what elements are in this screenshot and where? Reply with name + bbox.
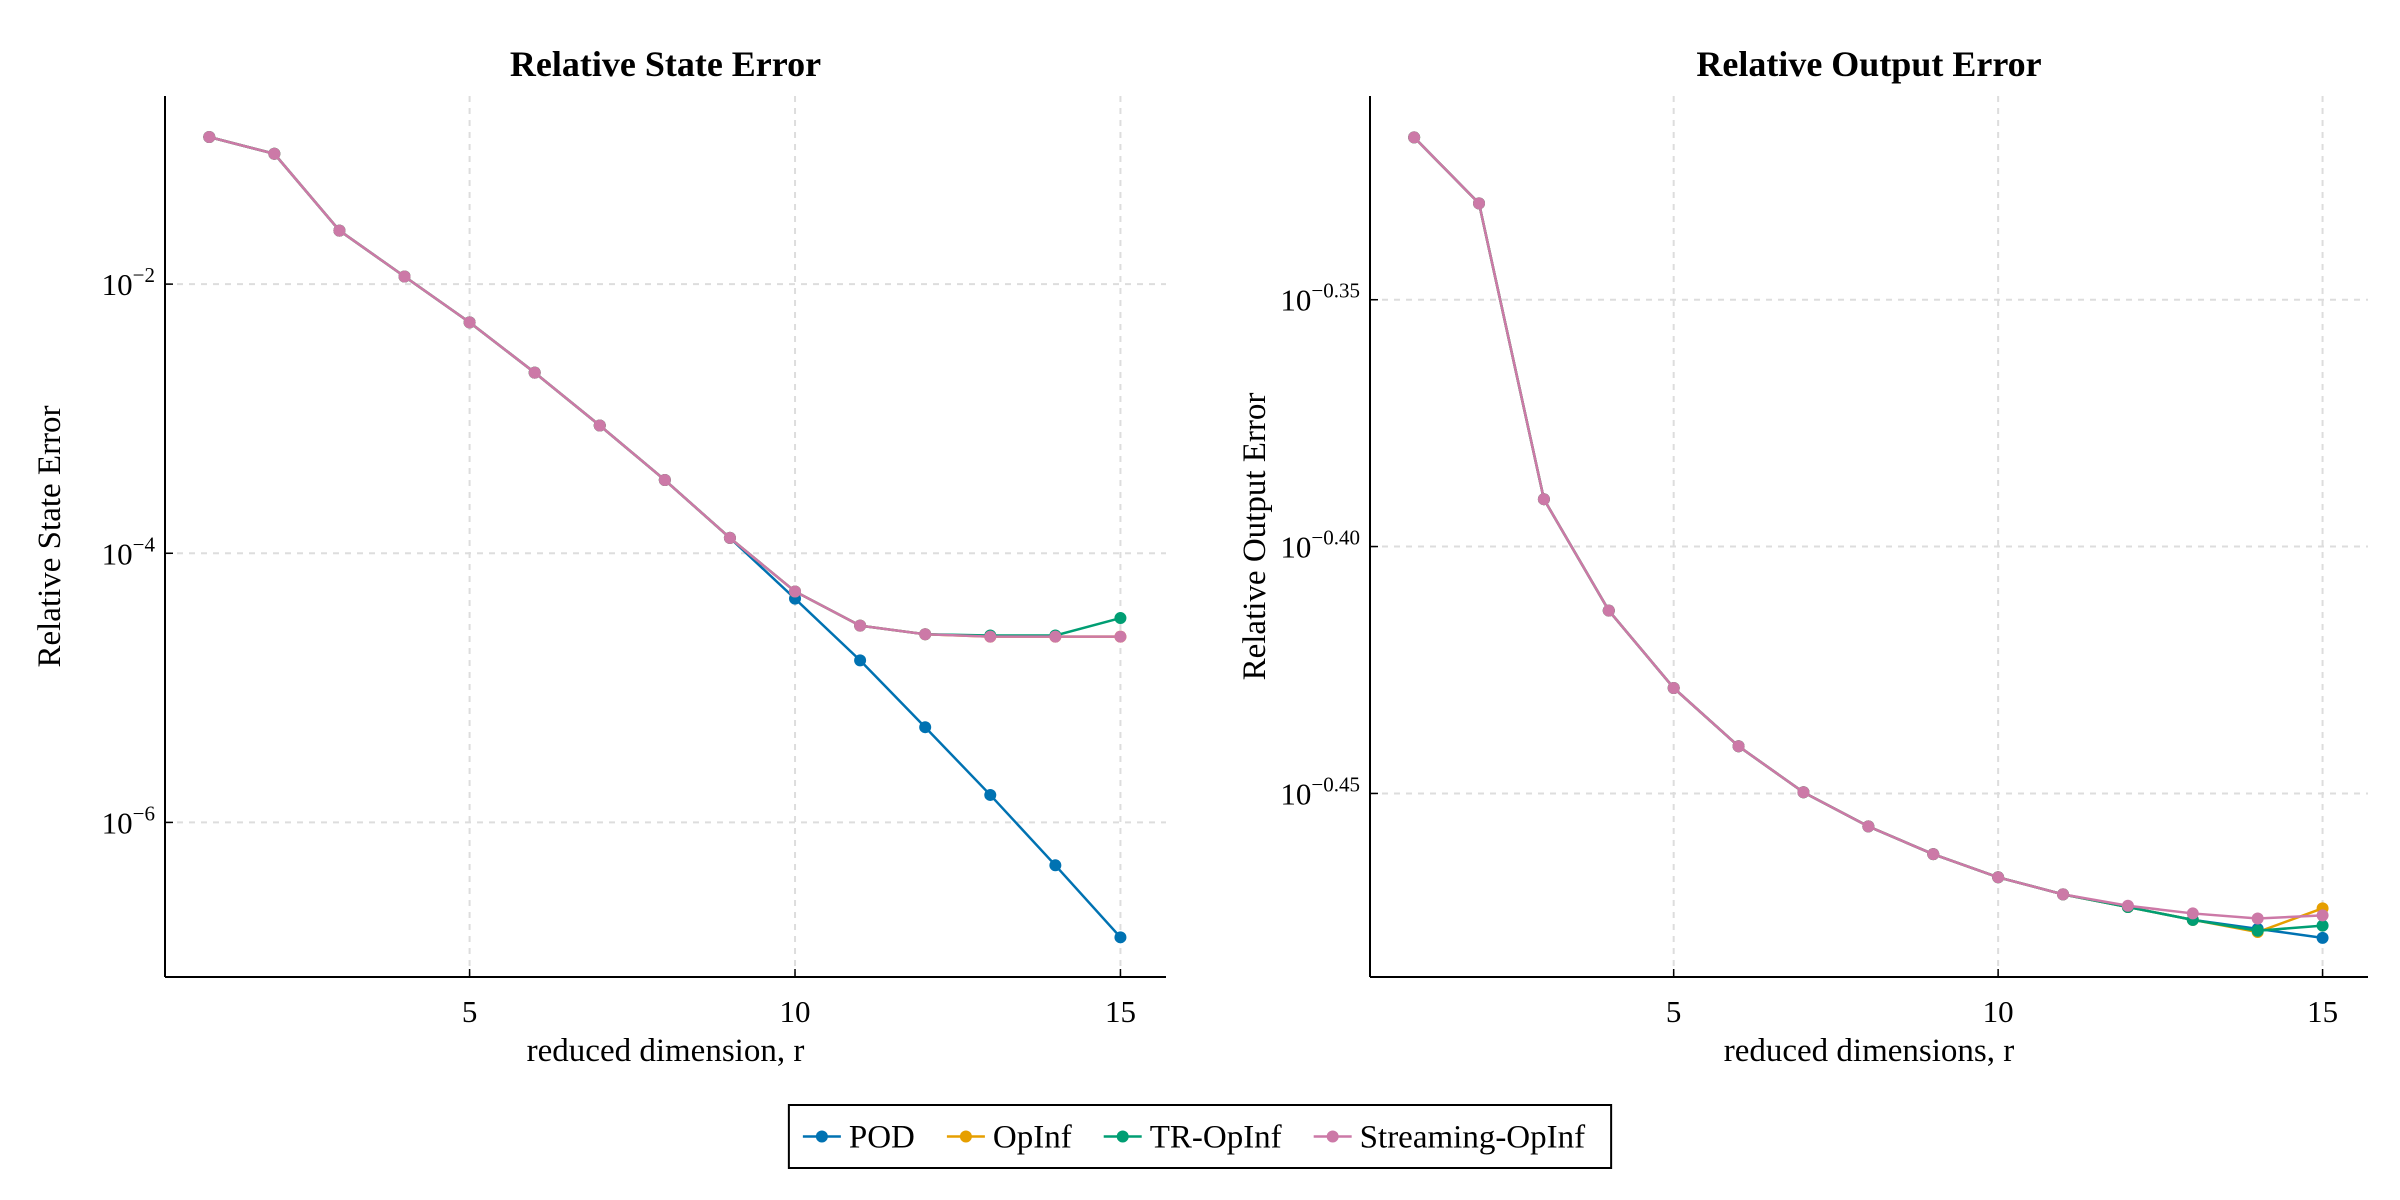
- x-axis-label: reduced dimension, r: [527, 1033, 805, 1069]
- marker: [2316, 919, 2329, 932]
- marker: [268, 147, 281, 160]
- marker: [1114, 612, 1127, 625]
- marker: [2121, 899, 2134, 912]
- series-line: [208, 135, 1121, 637]
- x-tick-label: 15: [1105, 994, 1136, 1029]
- legend-label: OpInf: [993, 1120, 1072, 1156]
- marker: [2186, 907, 2199, 920]
- series-line: [1413, 136, 2324, 934]
- marker: [854, 654, 867, 667]
- marker: [2251, 912, 2264, 925]
- marker: [398, 270, 411, 283]
- marker: [2251, 924, 2264, 937]
- series-line: [208, 135, 1121, 638]
- marker: [1732, 740, 1745, 753]
- legend-marker: [815, 1130, 828, 1143]
- marker: [1114, 931, 1127, 944]
- marker: [854, 619, 867, 632]
- x-tick-label: 10: [1983, 994, 2014, 1029]
- marker: [1927, 848, 1940, 861]
- marker: [1408, 131, 1421, 144]
- series-line: [1413, 136, 2323, 933]
- legend-label: TR-OpInf: [1150, 1120, 1282, 1156]
- x-axis-label: reduced dimensions, r: [1724, 1033, 2015, 1069]
- marker: [919, 628, 932, 641]
- marker: [723, 531, 736, 544]
- marker: [1537, 493, 1550, 506]
- marker: [2057, 888, 2070, 901]
- legend-marker: [959, 1130, 972, 1143]
- marker: [333, 224, 346, 237]
- y-tick-label: 10−0.40: [1280, 526, 1360, 565]
- marker: [984, 788, 997, 801]
- marker: [1602, 604, 1615, 617]
- marker: [463, 316, 476, 329]
- marker: [593, 419, 606, 432]
- x-tick-label: 5: [1666, 994, 1682, 1029]
- marker: [1797, 786, 1810, 799]
- marker: [919, 721, 932, 734]
- marker: [2316, 909, 2329, 922]
- marker: [528, 366, 541, 379]
- x-tick-label: 10: [780, 994, 811, 1029]
- y-axis-label: Relative State Error: [32, 405, 68, 667]
- marker: [658, 474, 671, 487]
- y-tick-label: 10−2: [102, 263, 155, 302]
- marker: [1667, 681, 1680, 694]
- marker: [789, 585, 802, 598]
- legend-box: [787, 1104, 1613, 1169]
- chart-title: Relative State Error: [510, 44, 821, 84]
- series-line: [1413, 136, 2323, 920]
- y-tick-label: 10−6: [102, 801, 155, 840]
- legend-label: Streaming-OpInf: [1360, 1120, 1585, 1156]
- series-line: [1413, 136, 2323, 940]
- x-tick-label: 15: [2307, 994, 2338, 1029]
- marker: [1473, 197, 1486, 210]
- y-tick-label: 10−4: [102, 532, 156, 571]
- y-tick-label: 10−0.45: [1280, 772, 1360, 811]
- legend-marker: [1116, 1130, 1129, 1143]
- marker: [203, 130, 216, 143]
- legend-marker: [1326, 1130, 1339, 1143]
- marker: [1049, 859, 1062, 872]
- series-line: [208, 135, 1121, 638]
- marker: [1862, 820, 1875, 833]
- marker: [2316, 931, 2329, 944]
- legend-label: POD: [849, 1120, 915, 1156]
- marker: [1049, 630, 1062, 643]
- x-tick-label: 5: [462, 994, 478, 1029]
- y-axis-label: Relative Output Error: [1237, 393, 1273, 681]
- marker: [984, 630, 997, 643]
- marker: [1114, 630, 1127, 643]
- series-line: [208, 135, 1122, 939]
- y-tick-label: 10−0.35: [1280, 279, 1360, 318]
- marker: [1992, 871, 2005, 884]
- legend: POD OpInf TR-OpInf Streaming-OpInf: [787, 1104, 1613, 1169]
- chart-title: Relative Output Error: [1696, 44, 2041, 84]
